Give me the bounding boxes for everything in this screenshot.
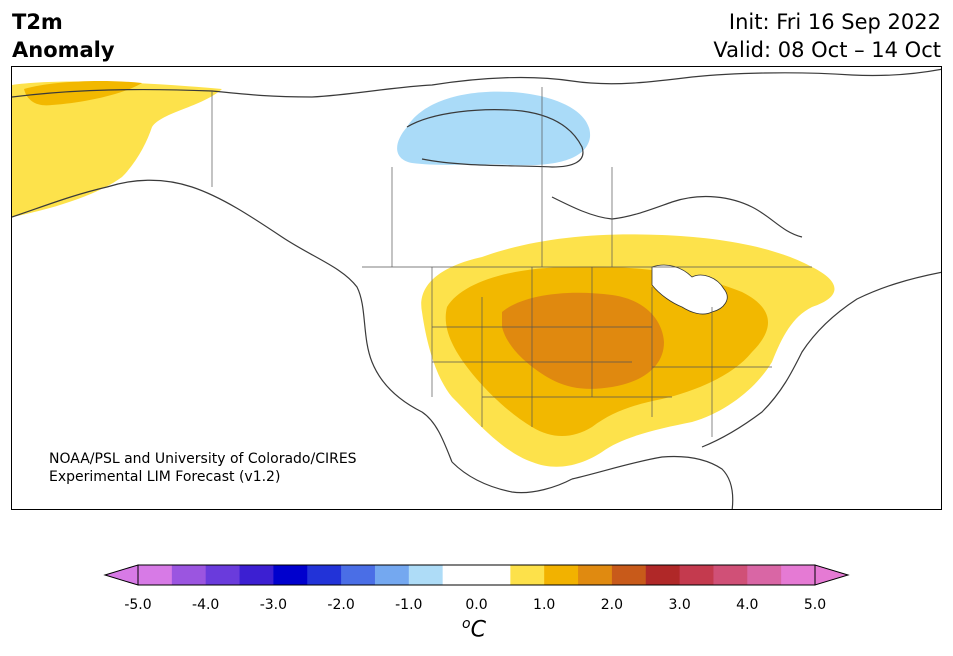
colorbar-segment: [341, 565, 376, 585]
colorbar-tick: 4.0: [736, 597, 759, 613]
colorbar-tick: -3.0: [259, 597, 288, 613]
colorbar-tick: 3.0: [668, 597, 691, 613]
colorbar-segment: [307, 565, 342, 585]
variable-name: T2m: [12, 10, 63, 34]
forecast-dates: Init: Fri 16 Sep 2022 Valid: 08 Oct – 14…: [713, 8, 941, 64]
colorbar-segment: [713, 565, 748, 585]
colorbar-segment: [442, 565, 477, 585]
colorbar-segment: [578, 565, 613, 585]
colorbar-tick: -5.0: [124, 597, 152, 613]
colorbar-segment: [611, 565, 647, 585]
great-lakes: [651, 264, 728, 315]
colorbar-tick: 1.0: [533, 597, 556, 613]
map-canvas: [12, 68, 941, 509]
anomaly-map: NOAA/PSL and University of Colorado/CIRE…: [11, 66, 942, 510]
credit-line-1: NOAA/PSL and University of Colorado/CIRE…: [49, 451, 357, 467]
colorbar-tick: 0.0: [465, 597, 488, 613]
alaska-warm-core: [24, 81, 142, 106]
colorbar-segment: [239, 565, 274, 585]
colorbar-segment: [510, 565, 545, 585]
colorbar-over-arrow: [814, 564, 850, 586]
colorbar-segments: [138, 565, 816, 585]
colorbar-segment: [645, 565, 681, 585]
coastlines: [12, 68, 941, 509]
colorbar-segment: [679, 565, 714, 585]
colorbar-segment: [374, 565, 410, 585]
colorbar-segment: [781, 565, 816, 585]
colorbar-tick: 5.0: [803, 597, 827, 613]
colorbar-tick: -2.0: [327, 597, 355, 613]
political-borders: [211, 87, 812, 437]
colorbar-segment: [476, 565, 511, 585]
hudson-cold-region: [397, 91, 591, 166]
credit-text: NOAA/PSL and University of Colorado/CIRE…: [49, 450, 357, 486]
colorbar-under-arrow: [103, 564, 139, 586]
alaska-warm-region: [12, 81, 222, 217]
colorbar-segment: [544, 565, 579, 585]
colorbar-segment: [747, 565, 782, 585]
colorbar-segment: [273, 565, 308, 585]
init-date: Init: Fri 16 Sep 2022: [728, 10, 941, 34]
colorbar-tick: 2.0: [600, 597, 624, 613]
colorbar-segment: [408, 565, 444, 585]
us-warm-core: [502, 292, 664, 389]
colorbar-segment: [205, 565, 241, 585]
colorbar-outline: [137, 564, 816, 586]
colorbar: [103, 564, 850, 586]
colorbar-segment: [171, 565, 207, 585]
colorbar-tick-labels: -5.0 -4.0 -3.0 -2.0 -1.0 0.0 1.0 2.0 3.0 4.0 5.0: [0, 597, 953, 617]
valid-dates: Valid: 08 Oct – 14 Oct: [713, 38, 941, 62]
map-title: T2m Anomaly: [12, 8, 115, 64]
variable-subtitle: Anomaly: [12, 38, 115, 62]
credit-line-2: Experimental LIM Forecast (v1.2): [49, 469, 281, 485]
colorbar-tick: -4.0: [192, 597, 220, 613]
colorbar-tick: -1.0: [395, 597, 423, 613]
colorbar-segment: [138, 565, 173, 585]
colorbar-unit: oC: [462, 616, 486, 643]
